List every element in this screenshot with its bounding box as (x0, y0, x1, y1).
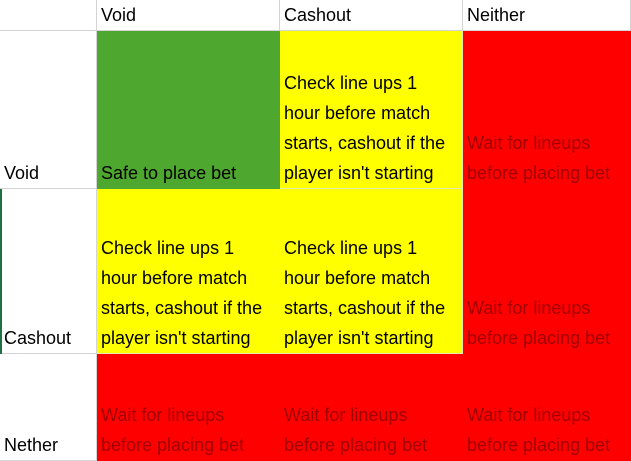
column-header-label: Neither (467, 5, 526, 25)
cell-text: Wait for lineups before placing bet (467, 298, 611, 348)
column-header-label: Void (101, 5, 137, 25)
cell-cashout-cashout[interactable]: Check line ups 1 hour before match start… (280, 189, 463, 354)
column-header-label: Cashout (284, 5, 352, 25)
cell-text: Check line ups 1 hour before match start… (284, 238, 446, 348)
column-header-neither[interactable]: Neither (463, 0, 631, 31)
cell-cashout-neither[interactable]: Wait for lineups before placing bet (463, 189, 631, 354)
cell-cashout-void[interactable]: Check line ups 1 hour before match start… (97, 189, 280, 354)
cell-text: Wait for lineups before placing bet (467, 133, 611, 183)
cell-text: Wait for lineups before placing bet (101, 405, 245, 455)
cell-void-cashout[interactable]: Check line ups 1 hour before match start… (280, 31, 463, 189)
row-header-label: Cashout (4, 328, 72, 348)
row-header-label: Void (4, 163, 40, 183)
cell-text: Check line ups 1 hour before match start… (284, 73, 446, 183)
cell-nether-cashout[interactable]: Wait for lineups before placing bet (280, 354, 463, 461)
cell-text: Check line ups 1 hour before match start… (101, 238, 263, 348)
row-header-label: Nether (4, 435, 59, 455)
row-header-void[interactable]: Void (0, 31, 97, 189)
cell-text: Safe to place bet (101, 163, 237, 183)
row-header-cashout[interactable]: Cashout (0, 189, 97, 354)
corner-cell[interactable] (0, 0, 97, 31)
column-header-void[interactable]: Void (97, 0, 280, 31)
cell-void-neither[interactable]: Wait for lineups before placing bet (463, 31, 631, 189)
cell-void-void[interactable]: Safe to place bet (97, 31, 280, 189)
cell-text: Wait for lineups before placing bet (284, 405, 428, 455)
cell-nether-void[interactable]: Wait for lineups before placing bet (97, 354, 280, 461)
selection-indicator (0, 189, 2, 354)
cell-text: Wait for lineups before placing bet (467, 405, 611, 455)
column-header-cashout[interactable]: Cashout (280, 0, 463, 31)
cell-nether-neither[interactable]: Wait for lineups before placing bet (463, 354, 631, 461)
row-header-nether[interactable]: Nether (0, 354, 97, 461)
